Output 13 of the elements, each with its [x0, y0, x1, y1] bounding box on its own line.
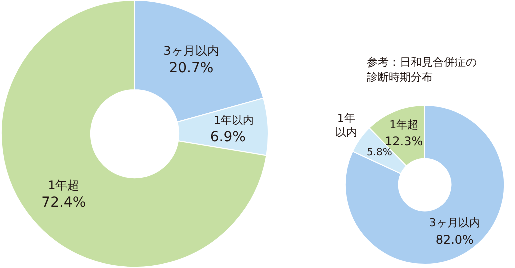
data-label: 82.0% — [436, 232, 474, 247]
slice-label: 3ヶ月以内 — [164, 44, 220, 58]
slice-label: 1年超 — [390, 118, 419, 132]
data-label: 6.9% — [210, 130, 246, 146]
data-label: 12.3% — [385, 134, 424, 149]
chart-title: 参考：日和見合併症の診断時期分布 — [367, 55, 478, 85]
slice-label: 3ヶ月以内 — [429, 216, 480, 230]
slice-label: 1年以内 — [214, 114, 254, 127]
data-label: 20.7% — [169, 60, 214, 76]
data-label: 72.4% — [42, 194, 86, 211]
data-label: 5.8% — [366, 147, 392, 158]
slice-label: 1年超 — [48, 178, 80, 192]
slice-label: 1年以内 — [335, 112, 358, 139]
